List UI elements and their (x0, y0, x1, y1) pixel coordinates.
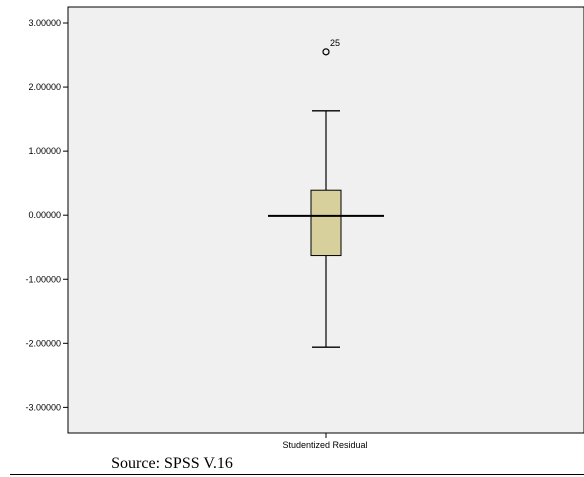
y-axis: -3.00000 -2.00000 -1.00000 0.00000 1.00000 2.… (25, 18, 68, 412)
bottom-rule (10, 474, 584, 475)
y-tick-label: 3.00000 (28, 18, 61, 28)
source-caption: Source: SPSS V.16 (111, 455, 233, 472)
y-tick-label: 1.00000 (28, 146, 61, 156)
x-axis: Studentized Residual (282, 433, 368, 450)
x-category-label: Studentized Residual (282, 440, 367, 450)
outlier-label: 25 (330, 38, 340, 48)
y-tick-label: -1.00000 (25, 274, 61, 284)
iqr-box (310, 189, 342, 257)
outlier-point (322, 48, 330, 56)
y-tick-label: -2.00000 (25, 338, 61, 348)
box-series: 25 (268, 38, 384, 348)
boxplot-chart: -3.00000 -2.00000 -1.00000 0.00000 1.00000 2.… (25, 6, 584, 450)
y-tick-label: -3.00000 (25, 402, 61, 412)
y-tick-label: 2.00000 (28, 82, 61, 92)
y-tick-label: 0.00000 (28, 210, 61, 220)
